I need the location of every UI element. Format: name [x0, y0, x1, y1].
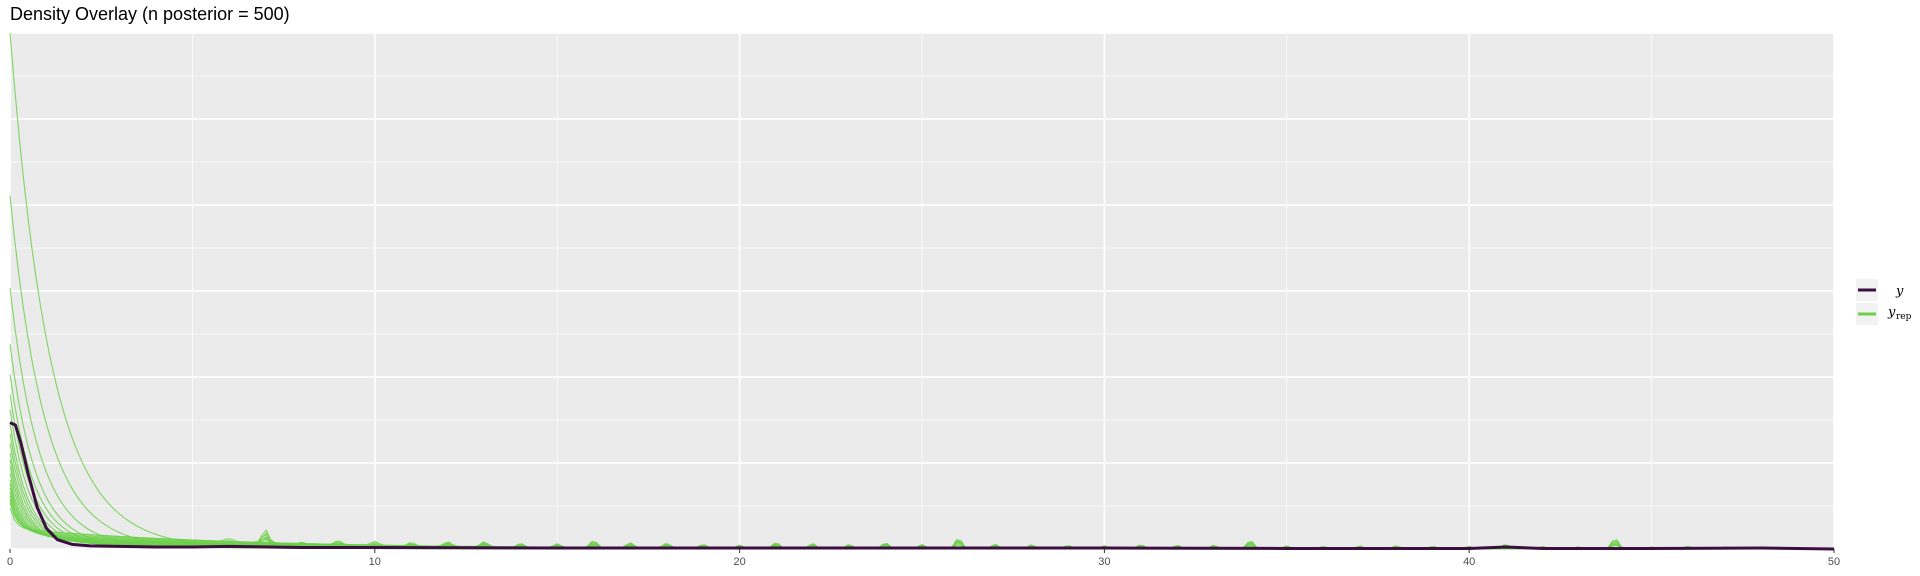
x-tick-label: 10: [369, 556, 381, 568]
x-tick-label: 20: [733, 556, 745, 568]
x-tick-label: 40: [1463, 556, 1475, 568]
legend-label-y: y: [1895, 284, 1904, 299]
legend: y y rep: [1856, 279, 1912, 325]
x-tick-label: 30: [1098, 556, 1110, 568]
legend-label-yrep-subscript: rep: [1896, 312, 1912, 322]
y-observed-line: [9, 421, 1835, 551]
chart-title: Density Overlay (n posterior = 500): [10, 4, 290, 24]
x-tick-label: 0: [7, 556, 13, 568]
y-series: [9, 421, 1835, 551]
x-tick-label: 50: [1828, 556, 1840, 568]
legend-label-yrep: y: [1887, 305, 1896, 320]
x-axis: 0 10 20 30 40 50: [7, 549, 1840, 568]
